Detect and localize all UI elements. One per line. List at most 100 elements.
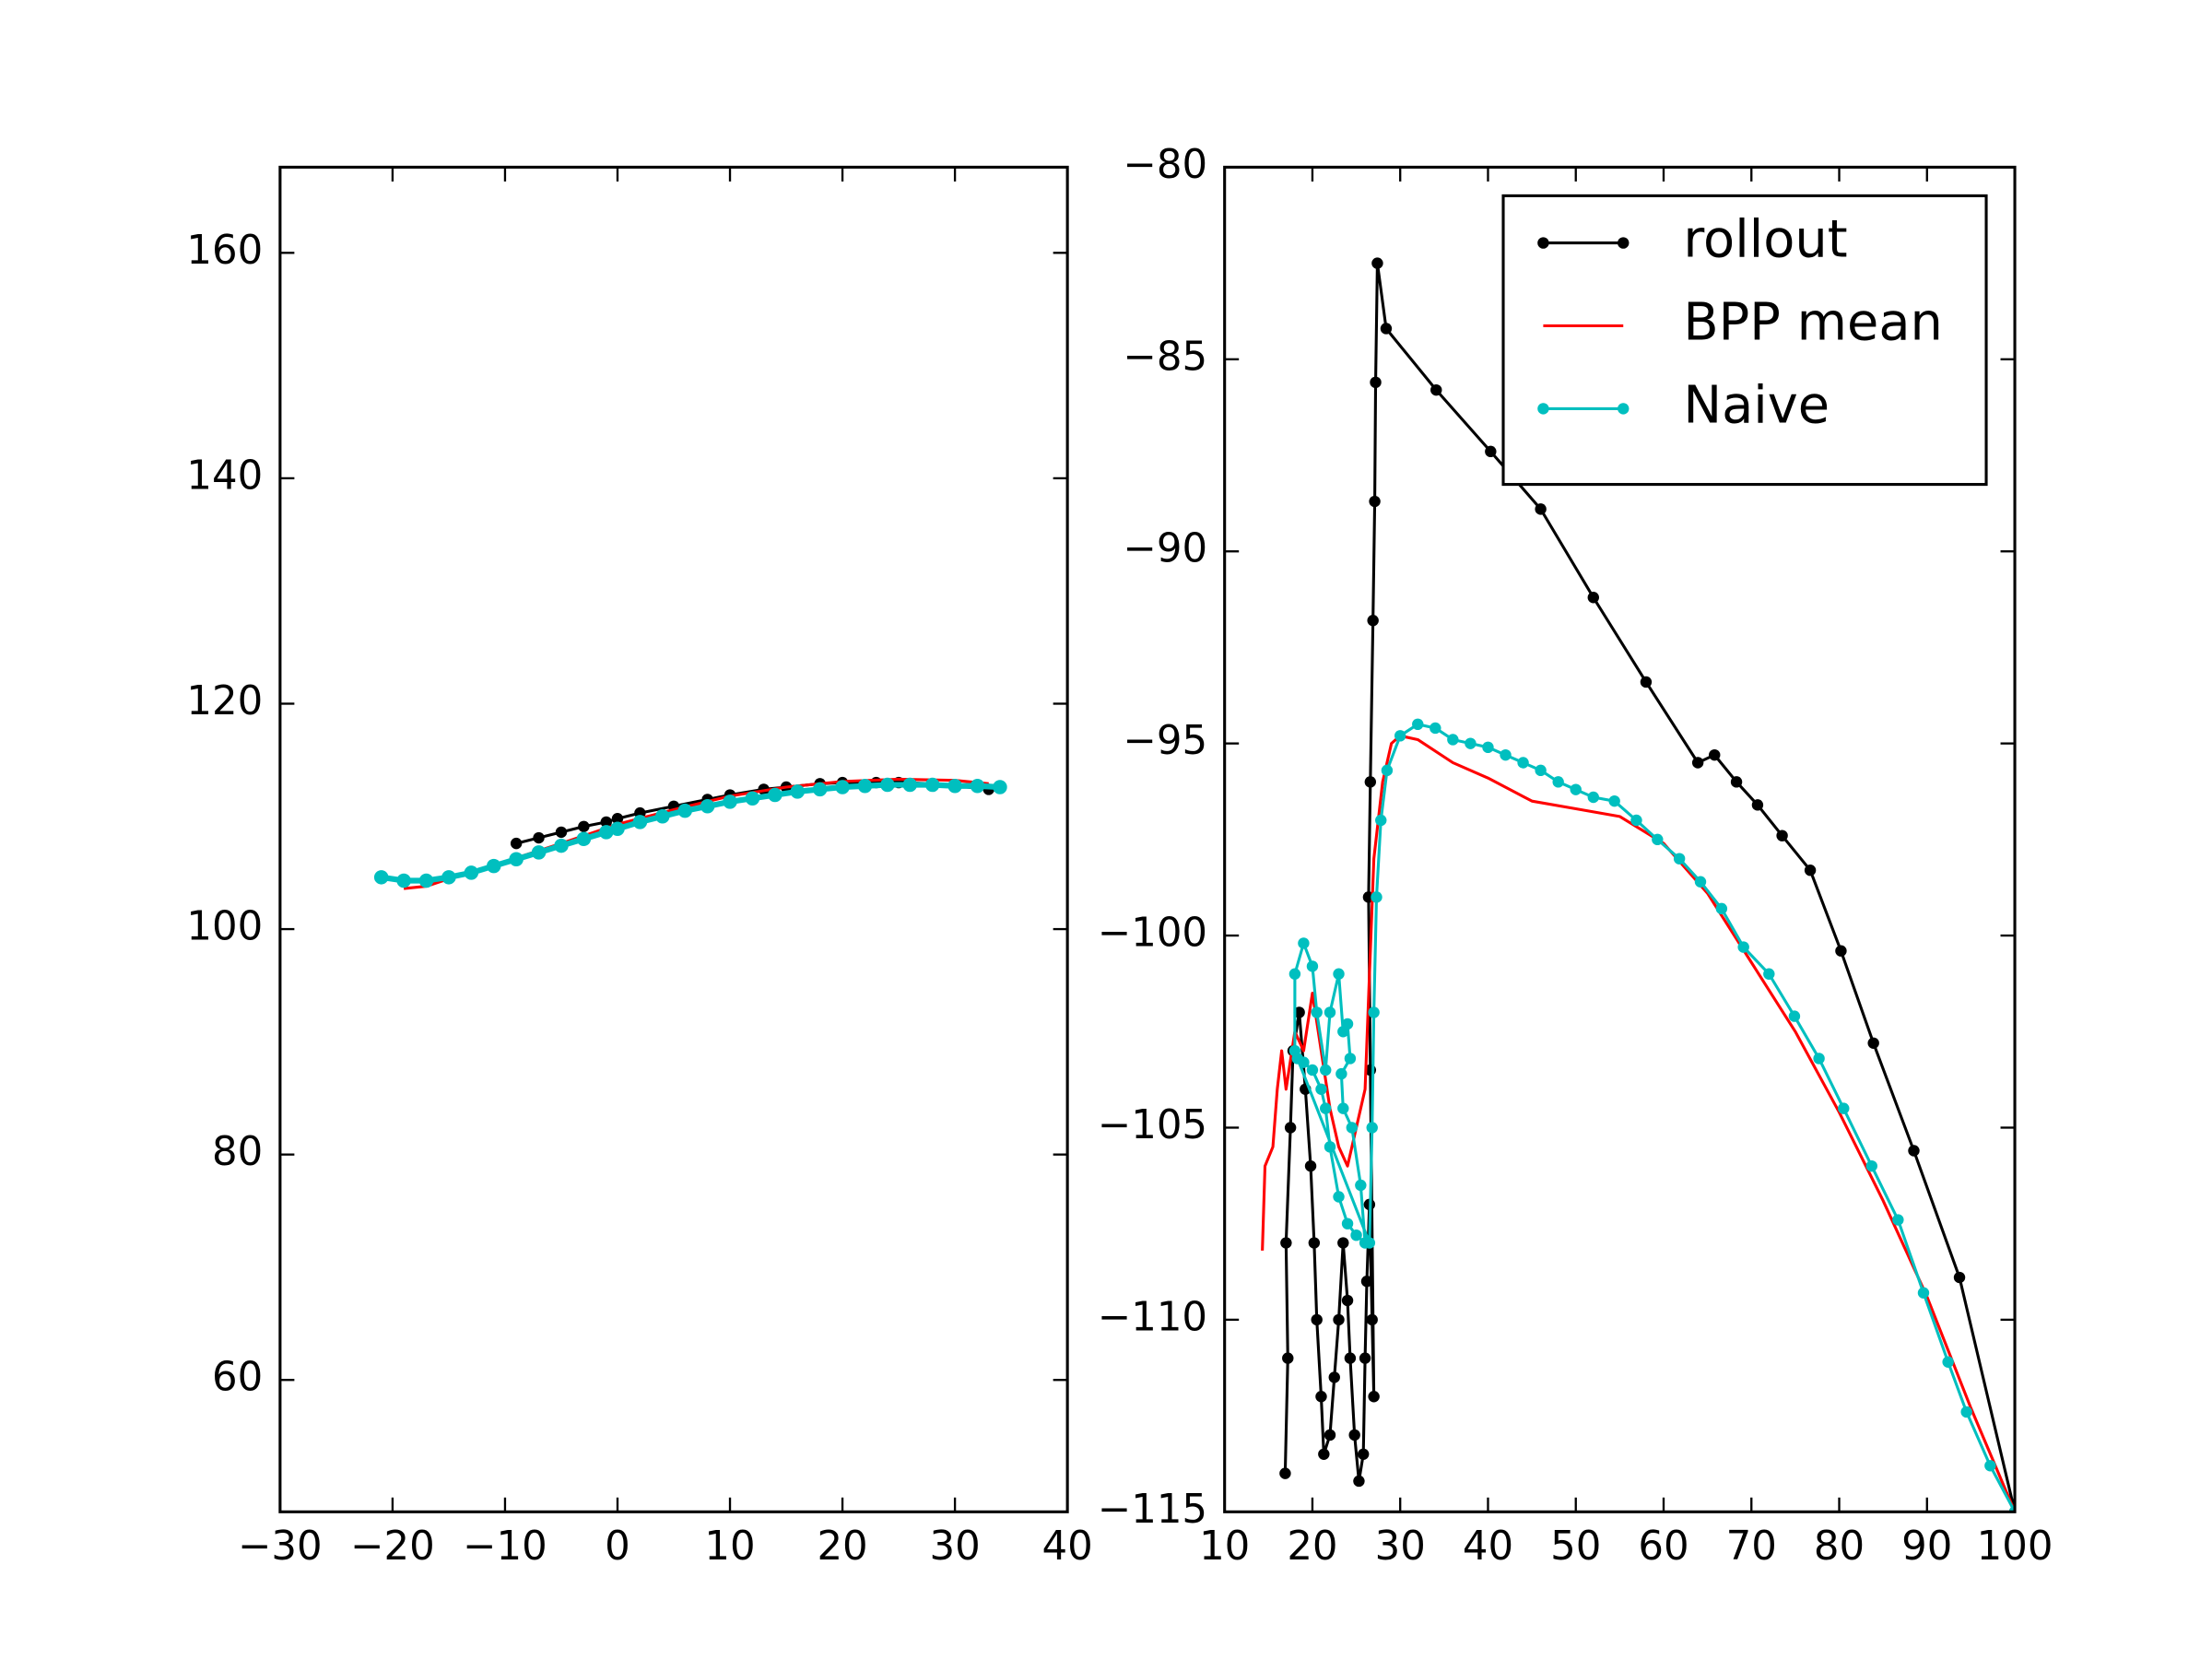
point [1308, 1237, 1321, 1249]
point [1337, 1102, 1349, 1114]
point [418, 873, 434, 888]
point [1360, 1276, 1373, 1288]
point [1737, 941, 1749, 953]
point [1363, 1237, 1376, 1249]
point [1412, 718, 1424, 731]
point [510, 837, 523, 850]
point [1835, 945, 1847, 957]
point [857, 779, 873, 794]
point [1371, 891, 1382, 903]
point [1908, 1145, 1920, 1157]
point [632, 815, 648, 830]
point [1381, 764, 1394, 777]
point [1917, 1287, 1930, 1299]
point [1369, 495, 1381, 508]
x-tick-label: 60 [1638, 1524, 1688, 1570]
point [1709, 748, 1721, 761]
point [1366, 1122, 1378, 1134]
point [1320, 1064, 1332, 1077]
point [1315, 1391, 1327, 1403]
point [1751, 799, 1764, 811]
point [599, 825, 614, 840]
point [555, 826, 568, 839]
point [600, 816, 612, 829]
point [1867, 1037, 1879, 1049]
point [700, 799, 715, 814]
point [1694, 876, 1707, 888]
point [1284, 1122, 1297, 1134]
x-tick-label: 70 [1726, 1524, 1777, 1570]
point [1368, 1391, 1380, 1403]
point [1335, 1067, 1347, 1080]
series-line [1283, 262, 2016, 1512]
point [768, 787, 782, 803]
point [1353, 1475, 1365, 1488]
point [1587, 791, 1599, 804]
point [924, 777, 940, 793]
y-tick-label: −80 [1123, 142, 1207, 188]
point [1341, 1294, 1354, 1307]
point [1333, 1191, 1345, 1203]
point [1324, 1006, 1336, 1018]
point [464, 865, 479, 880]
point [610, 821, 625, 836]
point [1355, 1179, 1367, 1192]
point [1570, 783, 1582, 795]
point [1838, 1102, 1850, 1114]
point [677, 803, 692, 818]
point [1364, 776, 1377, 788]
point [1730, 776, 1743, 788]
x-tick-label: −10 [463, 1524, 547, 1570]
axes-frame [1223, 165, 2017, 1513]
point [1691, 757, 1704, 769]
point [531, 845, 547, 860]
point [1370, 376, 1382, 389]
point [1652, 833, 1664, 846]
point [1311, 1313, 1323, 1326]
point [880, 777, 895, 793]
point [396, 873, 411, 888]
x-tick-label: 20 [817, 1524, 867, 1570]
x-tick-label: 80 [1814, 1524, 1865, 1570]
x-tick-label: 10 [1199, 1524, 1250, 1570]
point [373, 870, 389, 885]
point [1465, 737, 1477, 749]
point [1763, 968, 1775, 980]
point [1430, 722, 1441, 735]
x-tick-label: 50 [1550, 1524, 1601, 1570]
point [902, 777, 918, 793]
y-tick-label: 140 [186, 453, 263, 499]
point [723, 794, 737, 809]
x-tick-label: 0 [605, 1524, 630, 1570]
x-tick-label: 30 [1375, 1524, 1426, 1570]
point [1535, 503, 1547, 515]
y-tick-label: 160 [186, 228, 263, 274]
point [1953, 1271, 1966, 1284]
point [1482, 741, 1494, 754]
point [993, 780, 1007, 794]
point [1333, 1313, 1345, 1326]
point [1367, 615, 1379, 627]
point [576, 831, 592, 846]
x-tick-label: −30 [238, 1524, 323, 1570]
y-tick-label: −85 [1123, 334, 1207, 380]
point [1348, 1429, 1360, 1441]
y-tick-label: −100 [1098, 911, 1207, 957]
point [578, 820, 590, 832]
point [1447, 734, 1459, 746]
y-tick-label: −115 [1098, 1487, 1207, 1533]
point [1776, 830, 1788, 841]
point [1328, 1371, 1340, 1383]
point [1341, 1018, 1354, 1030]
point [509, 852, 524, 867]
legend-label: BPP mean [1683, 293, 1943, 353]
point [1350, 1229, 1362, 1241]
point [1282, 1352, 1294, 1364]
point [1535, 764, 1547, 777]
x-tick-label: 30 [929, 1524, 980, 1570]
point [1552, 776, 1564, 788]
point [441, 870, 456, 885]
point [1380, 323, 1393, 335]
